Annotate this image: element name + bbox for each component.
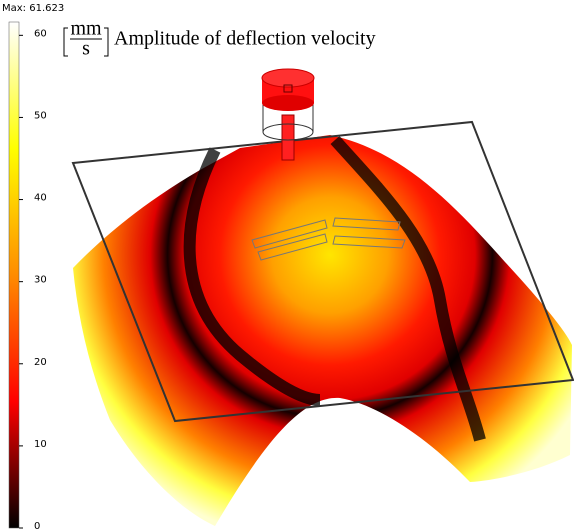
unit-numerator: mm bbox=[70, 18, 102, 40]
colorbar-tick-label: 40 bbox=[34, 193, 47, 204]
deflection-surface bbox=[73, 135, 572, 526]
colorbar-tick-label: 30 bbox=[34, 275, 47, 286]
colorbar-tick-label: 20 bbox=[34, 357, 47, 368]
chart-title: Amplitude of deflection velocity bbox=[114, 28, 376, 50]
colorbar bbox=[9, 22, 19, 528]
colorbar-tick-label: 60 bbox=[34, 28, 47, 39]
chart: Max: 61.623 mm s Amplitude of deflection… bbox=[0, 0, 574, 531]
colorbar-tick-label: 10 bbox=[34, 439, 47, 450]
colorbar-tick-label: 0 bbox=[34, 521, 40, 531]
unit-denominator: s bbox=[82, 38, 90, 60]
colorbar-tick-label: 50 bbox=[34, 110, 47, 121]
max-label: Max: 61.623 bbox=[2, 3, 64, 14]
surface-plot bbox=[73, 69, 573, 526]
